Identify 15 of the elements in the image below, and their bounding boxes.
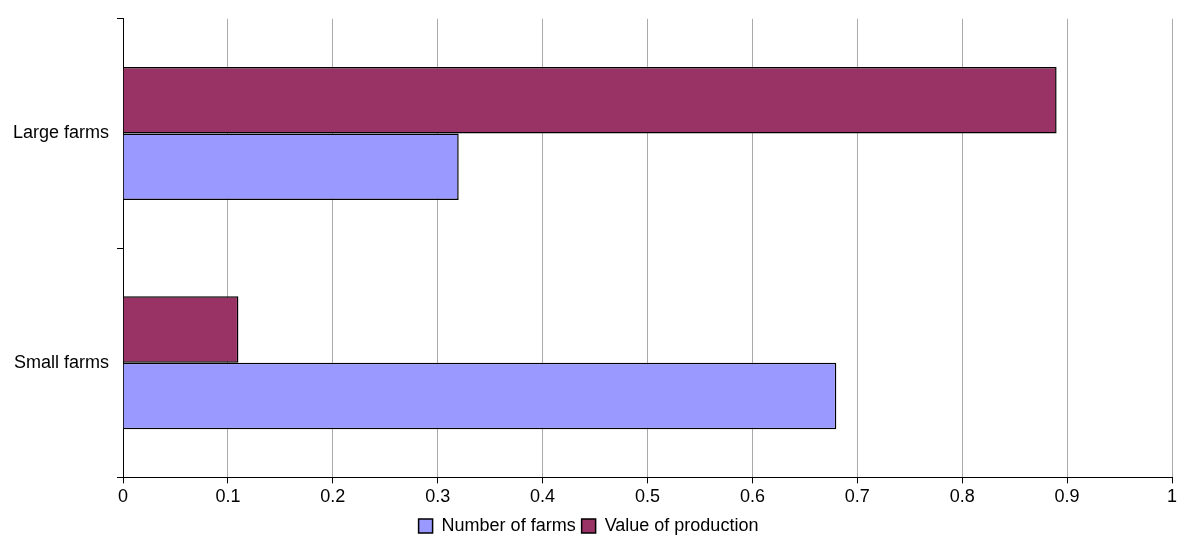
x-tick-label: 0 [118, 486, 129, 507]
x-tick-label: 0.3 [425, 486, 451, 507]
x-tick-label: 0.9 [1054, 486, 1080, 507]
x-tick-label: 0.7 [844, 486, 870, 507]
x-tick-label: 0.8 [949, 486, 975, 507]
y-tick-label: Large farms [12, 122, 110, 143]
x-tick-label: 0.4 [530, 486, 556, 507]
y-tick-label: Small farms [14, 351, 110, 372]
x-tick-label: 0.6 [739, 486, 765, 507]
legend-label: Value of production [604, 514, 759, 535]
x-tick-label: 0.2 [320, 486, 346, 507]
x-tick-label: 0.5 [635, 486, 661, 507]
x-tick-label: 0.1 [215, 486, 241, 507]
legend-label: Number of farms [441, 514, 576, 535]
x-tick-label: 1 [1166, 486, 1178, 507]
